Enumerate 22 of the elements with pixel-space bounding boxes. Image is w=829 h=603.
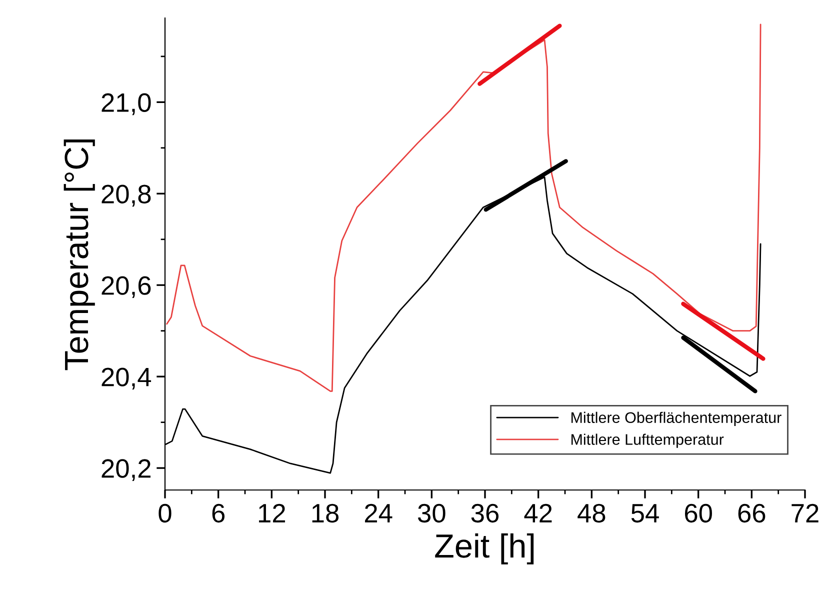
x-tick-label: 66: [738, 504, 766, 523]
y-tick-label: 20,4: [102, 368, 152, 390]
x-tick-label: 54: [631, 504, 659, 523]
x-tick-label: 12: [259, 504, 286, 522]
legend-label: Mittlere Oberflächentemperatur: [571, 412, 782, 426]
x-tick-label: 0: [158, 504, 172, 523]
x-tick-label: 18: [312, 504, 339, 523]
x-tick-label: 60: [685, 504, 712, 523]
x-tick-label: 30: [418, 504, 446, 523]
y-tick-label: 21,0: [102, 93, 151, 116]
x-tick-label: 72: [792, 504, 818, 522]
y-tick-label: 20,2: [102, 459, 150, 481]
x-axis-title: Zeit [h]: [435, 533, 534, 564]
y-axis-title: Temperatur [°C]: [64, 139, 95, 370]
x-tick-label: 6: [212, 504, 225, 523]
y-tick-label: 20,6: [102, 276, 151, 298]
x-tick-label: 42: [524, 504, 552, 522]
x-tick-label: 48: [578, 504, 606, 523]
legend-label: Mittlere Lufttemperatur: [571, 434, 724, 448]
x-tick-label: 36: [471, 504, 499, 523]
y-tick-label: 20,8: [102, 184, 151, 207]
x-tick-label: 24: [364, 504, 392, 522]
